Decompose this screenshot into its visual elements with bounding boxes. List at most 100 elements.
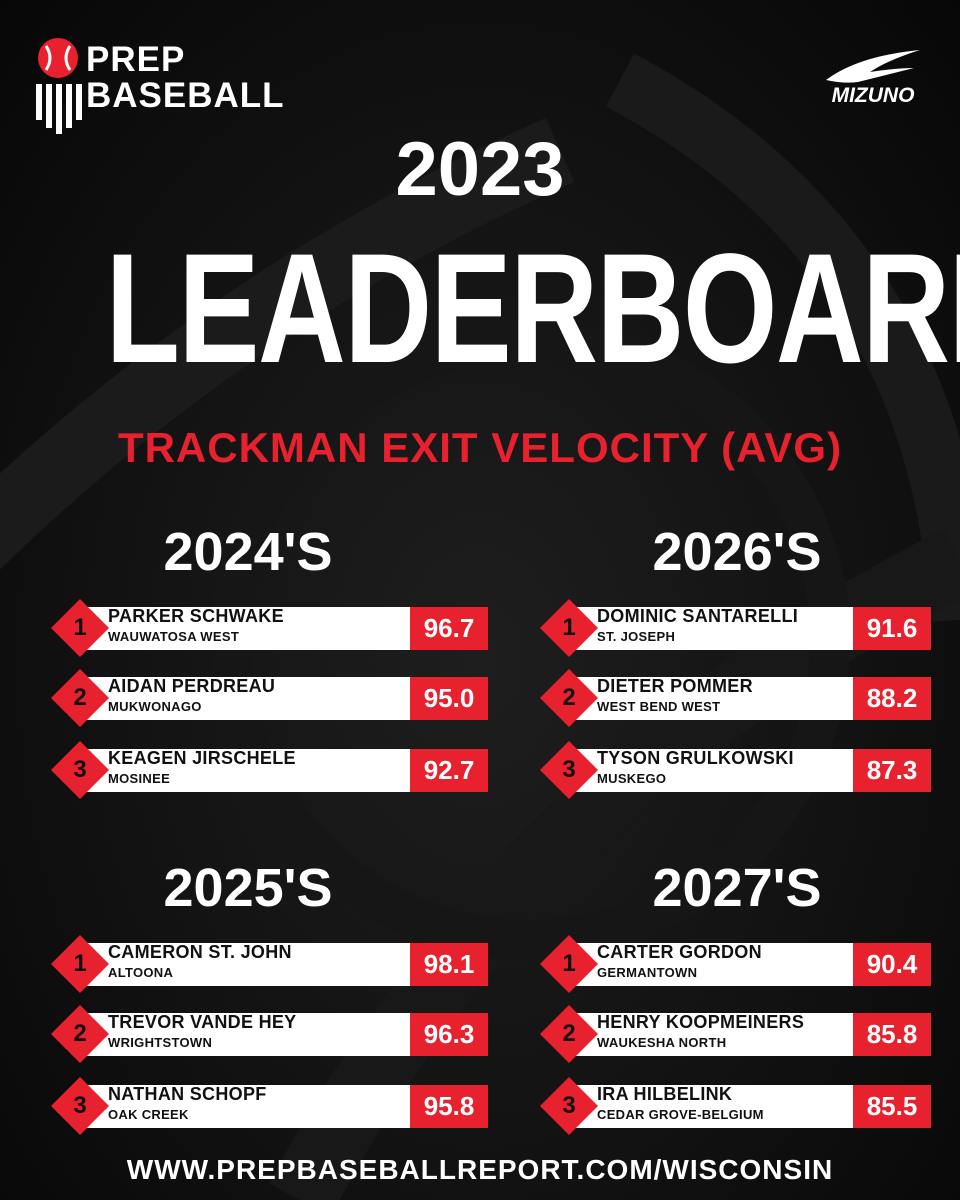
rank-number: 3 <box>562 756 576 783</box>
player-school: OAK CREEK <box>108 1107 189 1122</box>
prep-baseball-logo-icon <box>36 38 82 134</box>
exit-velocity-value: 92.7 <box>423 755 475 785</box>
season-year: 2023 <box>395 127 565 212</box>
player-school: WEST BEND WEST <box>597 699 721 714</box>
value-box <box>853 943 931 986</box>
section-title: 2024'S <box>163 522 333 582</box>
rank-diamond-icon <box>540 599 598 657</box>
name-bar <box>82 607 426 650</box>
rank-number: 1 <box>73 950 87 977</box>
player-school: WAUKESHA NORTH <box>597 1035 727 1050</box>
rank-number: 1 <box>73 614 87 641</box>
rank-number: 2 <box>562 684 576 711</box>
player-name: PARKER SCHWAKE <box>108 606 284 626</box>
player-school: ALTOONA <box>108 965 174 980</box>
leader-row: 3 TYSON GRULKOWSKI MUSKEGO 87.3 <box>537 740 937 800</box>
player-school: GERMANTOWN <box>597 965 698 980</box>
exit-velocity-value: 96.3 <box>423 1019 475 1049</box>
player-name: NATHAN SCHOPF <box>108 1084 267 1104</box>
exit-velocity-value: 87.3 <box>866 755 918 785</box>
exit-velocity-value: 85.8 <box>866 1019 918 1049</box>
rank-number: 3 <box>73 1092 87 1119</box>
rank-number: 2 <box>562 1020 576 1047</box>
rank-number: 1 <box>562 614 576 641</box>
value-box <box>853 749 931 792</box>
name-bar <box>82 677 426 720</box>
name-bar <box>82 943 426 986</box>
logo-line-2: BASEBALL <box>86 76 285 115</box>
player-school: CEDAR GROVE-BELGIUM <box>597 1107 764 1122</box>
rank-diamond-icon <box>51 669 109 727</box>
player-name: TREVOR VANDE HEY <box>108 1012 297 1032</box>
rank-diamond-icon <box>540 1005 598 1063</box>
player-name: KEAGEN JIRSCHELE <box>108 748 296 768</box>
name-bar <box>82 1013 426 1056</box>
rank-number: 3 <box>73 756 87 783</box>
rank-number: 1 <box>562 950 576 977</box>
player-name: AIDAN PERDREAU <box>108 676 276 696</box>
value-box <box>853 607 931 650</box>
exit-velocity-value: 95.0 <box>423 683 475 713</box>
exit-velocity-value: 96.7 <box>423 613 475 643</box>
section-title: 2026'S <box>652 522 822 582</box>
player-name: DIETER POMMER <box>597 676 753 696</box>
player-school: WRIGHTSTOWN <box>108 1035 213 1050</box>
rank-diamond-icon <box>540 1077 598 1135</box>
player-school: MUKWONAGO <box>108 699 202 714</box>
leader-row: 3 KEAGEN JIRSCHELE MOSINEE 92.7 <box>48 740 488 800</box>
leader-row: 2 TREVOR VANDE HEY WRIGHTSTOWN 96.3 <box>48 1004 488 1064</box>
section-title: 2027'S <box>652 858 822 918</box>
player-name: CAMERON ST. JOHN <box>108 942 292 962</box>
value-box <box>853 677 931 720</box>
rank-diamond-icon <box>51 741 109 799</box>
rank-number: 2 <box>73 684 87 711</box>
value-box <box>410 1013 488 1056</box>
logo-wordmark: PREP BASEBALL <box>86 42 285 114</box>
section-title: 2025'S <box>163 858 333 918</box>
exit-velocity-value: 90.4 <box>866 949 918 979</box>
rank-diamond-icon <box>540 741 598 799</box>
player-school: MUSKEGO <box>597 771 667 786</box>
player-name: IRA HILBELINK <box>597 1084 733 1104</box>
value-box <box>853 1085 931 1128</box>
value-box <box>410 1085 488 1128</box>
rank-diamond-icon <box>540 935 598 993</box>
leader-row: 3 NATHAN SCHOPF OAK CREEK 95.8 <box>48 1076 488 1136</box>
player-name: HENRY KOOPMEINERS <box>597 1012 805 1032</box>
leader-row: 1 PARKER SCHWAKE WAUWATOSA WEST 96.7 <box>48 598 488 658</box>
footer-url[interactable]: WWW.PREPBASEBALLREPORT.COM/WISCONSIN <box>126 1154 834 1185</box>
value-box <box>410 677 488 720</box>
player-school: WAUWATOSA WEST <box>108 629 240 644</box>
name-bar <box>82 749 426 792</box>
leader-row: 2 AIDAN PERDREAU MUKWONAGO 95.0 <box>48 668 488 728</box>
rank-diamond-icon <box>51 1005 109 1063</box>
name-bar <box>82 1085 426 1128</box>
exit-velocity-value: 98.1 <box>423 949 475 979</box>
leader-row: 3 IRA HILBELINK CEDAR GROVE-BELGIUM 85.5 <box>537 1076 937 1136</box>
player-name: TYSON GRULKOWSKI <box>597 748 794 768</box>
player-name: CARTER GORDON <box>597 942 762 962</box>
rank-diamond-icon <box>540 669 598 727</box>
mizuno-runbird-icon <box>826 50 920 83</box>
leader-row: 2 DIETER POMMER WEST BEND WEST 88.2 <box>537 668 937 728</box>
leader-row: 1 DOMINIC SANTARELLI ST. JOSEPH 91.6 <box>537 598 937 658</box>
value-box <box>853 1013 931 1056</box>
page-title: LEADERBOARD <box>105 222 960 396</box>
value-box <box>410 749 488 792</box>
sponsor-wordmark: MIZUNO <box>831 84 915 107</box>
leader-row: 2 HENRY KOOPMEINERS WAUKESHA NORTH 85.8 <box>537 1004 937 1064</box>
player-name: DOMINIC SANTARELLI <box>597 606 799 626</box>
player-school: MOSINEE <box>108 771 171 786</box>
exit-velocity-value: 91.6 <box>866 613 918 643</box>
exit-velocity-value: 95.8 <box>423 1091 475 1121</box>
logo-line-1: PREP <box>86 40 186 79</box>
leader-row: 1 CAMERON ST. JOHN ALTOONA 98.1 <box>48 934 488 994</box>
value-box <box>410 607 488 650</box>
rank-diamond-icon <box>51 935 109 993</box>
rank-diamond-icon <box>51 599 109 657</box>
metric-subtitle: TRACKMAN EXIT VELOCITY (AVG) <box>117 424 843 471</box>
exit-velocity-value: 88.2 <box>866 683 918 713</box>
exit-velocity-value: 85.5 <box>866 1091 918 1121</box>
rank-diamond-icon <box>51 1077 109 1135</box>
